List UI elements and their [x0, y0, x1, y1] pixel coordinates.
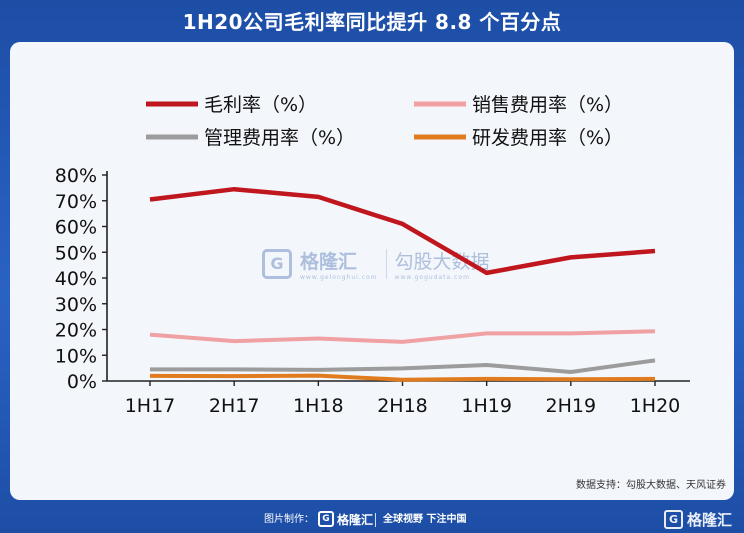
legend-label-0: 毛利率（%） [204, 94, 317, 116]
footer-divider [375, 513, 376, 527]
series-line-2 [150, 358, 656, 374]
y-tick-label: 30% [55, 294, 97, 316]
chart-panel [10, 42, 734, 500]
footer-logo-icon: G [318, 511, 334, 527]
y-tick-label: 60% [55, 217, 97, 239]
footer-logo-text: 格隆汇 [337, 512, 374, 527]
chart-title: 1H20公司毛利率同比提升 8.8 个百分点 [182, 10, 562, 34]
y-tick-label: 10% [55, 345, 97, 367]
y-tick-label: 50% [55, 242, 97, 264]
footer: 图片制作： G 格隆汇 全球视野 下注中国 G 格隆汇 [0, 507, 744, 533]
legend-label-1: 销售费用率（%） [472, 94, 623, 116]
legend-label-3: 研发费用率（%） [472, 127, 623, 149]
watermark-brand-url: www.gelonghui.com [300, 274, 378, 281]
footer-slogan: 全球视野 下注中国 [383, 514, 467, 525]
x-tick-label: 1H20 [630, 395, 681, 417]
y-tick-label: 70% [55, 191, 97, 213]
x-tick-label: 1H19 [461, 395, 512, 417]
y-tick-label: 20% [55, 320, 97, 342]
watermark-brand: 格隆汇 [300, 251, 358, 273]
watermark-logo-icon: G [262, 249, 292, 279]
y-tick-label: 40% [55, 268, 97, 290]
footer-made-by: 图片制作： [264, 514, 314, 525]
y-tick-label: 80% [55, 165, 97, 187]
x-tick-label: 2H17 [209, 395, 260, 417]
y-tick-label: 0% [67, 371, 97, 393]
brand-logo-icon: G [663, 509, 683, 529]
x-tick-label: 2H19 [546, 395, 597, 417]
data-source: 数据支持：勾股大数据、天风证券 [576, 480, 726, 491]
watermark-divider [385, 249, 387, 279]
brand-text: 格隆汇 [686, 510, 732, 529]
watermark-partner-url: www.gogudata.com [394, 274, 470, 281]
watermark: G 格隆汇 www.gelonghui.com 勾股大数据 www.goguda… [262, 243, 490, 285]
x-tick-label: 1H18 [293, 395, 344, 417]
series-line-3 [149, 373, 656, 382]
series-line-0 [149, 186, 656, 276]
footer-brand: G 格隆汇 [663, 508, 732, 530]
series-line-1 [149, 329, 656, 344]
x-tick-label: 2H18 [377, 395, 428, 417]
watermark-partner: 勾股大数据 [394, 251, 490, 273]
footer-logo: G 格隆汇 [318, 510, 373, 528]
x-tick-label: 1H17 [125, 395, 176, 417]
legend-label-2: 管理费用率（%） [204, 127, 355, 149]
